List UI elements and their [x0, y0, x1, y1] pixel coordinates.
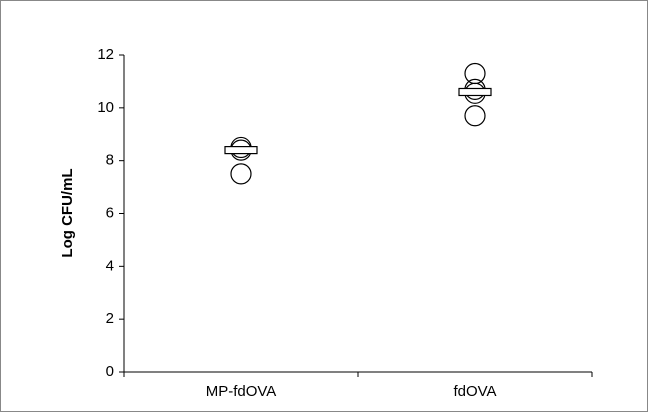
x-tick-label: fdOVA: [453, 383, 496, 400]
mean-marker: [224, 146, 258, 155]
x-tick-label: MP-fdOVA: [206, 383, 277, 400]
y-axis-label: Log CFU/mL: [59, 168, 76, 257]
data-point: [464, 105, 486, 127]
y-tick-label: 2: [106, 310, 114, 327]
y-tick-label: 12: [97, 46, 114, 63]
y-tick-label: 8: [106, 152, 114, 169]
y-tick-label: 4: [106, 257, 114, 274]
data-point: [464, 62, 486, 85]
mean-marker: [458, 87, 492, 97]
y-tick-label: 0: [106, 363, 114, 380]
data-point: [230, 163, 252, 185]
y-tick-label: 10: [97, 99, 114, 116]
y-tick-label: 6: [106, 204, 114, 221]
